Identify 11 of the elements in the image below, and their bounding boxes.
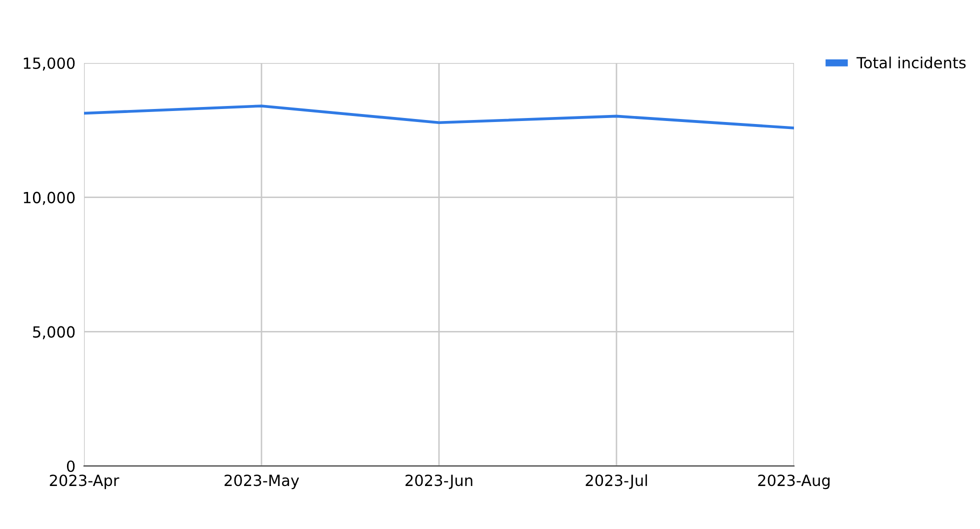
line-series xyxy=(84,104,794,130)
legend-label: Total incidents xyxy=(856,56,966,68)
x-tick-label: 2023-Jun xyxy=(406,474,472,489)
y-tick-label: 15,000 xyxy=(24,57,75,71)
x-tick-label: 2023-Jul xyxy=(586,474,647,489)
x-tick-label: 2023-Aug xyxy=(758,474,830,490)
x-tick-label: 2023-Apr xyxy=(50,474,120,490)
y-tick-label: 10,000 xyxy=(24,192,75,205)
y-tick-label: 0 xyxy=(66,460,75,472)
y-tick-label: 5,000 xyxy=(33,326,75,340)
x-tick-label: 2023-May xyxy=(224,474,300,490)
